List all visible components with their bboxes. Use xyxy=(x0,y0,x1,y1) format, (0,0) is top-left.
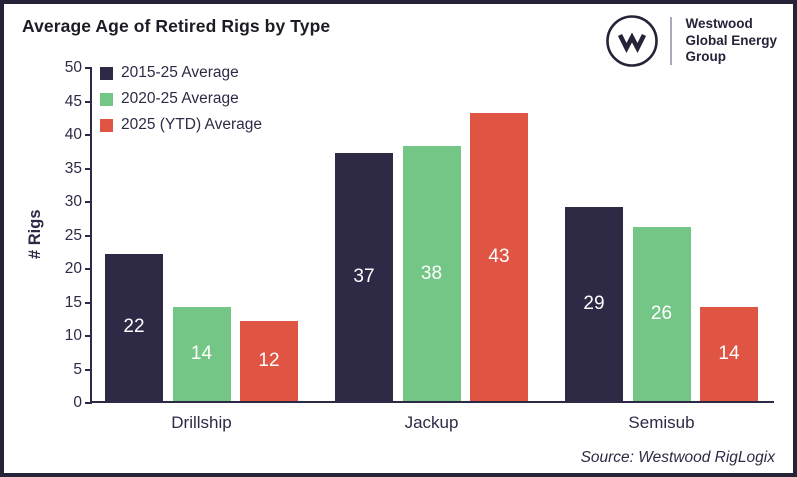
westwood-logo: Westwood Global Energy Group xyxy=(605,14,777,68)
bar-value-label: 37 xyxy=(353,266,375,288)
legend-label: 2015-25 Average xyxy=(121,64,239,81)
chart-title: Average Age of Retired Rigs by Type xyxy=(22,16,331,36)
bar-value-label: 14 xyxy=(718,343,740,365)
y-tick-mark xyxy=(85,234,92,237)
y-tick-label: 10 xyxy=(64,327,82,344)
y-tick-mark xyxy=(85,167,92,170)
logo-wordmark: Westwood Global Energy Group xyxy=(685,16,777,66)
bar-group-jackup: 37 38 43 xyxy=(335,68,528,401)
bar-value-label: 22 xyxy=(123,316,145,338)
y-tick-mark xyxy=(85,301,92,304)
bar-value-label: 14 xyxy=(190,343,213,365)
y-tick-label: 0 xyxy=(73,394,82,411)
legend: 2015-25 Average 2020-25 Average 2025 (YTD)… xyxy=(100,60,262,138)
bar: 14 xyxy=(700,307,758,401)
y-tick-mark xyxy=(85,368,92,371)
legend-item: 2020-25 Average xyxy=(100,86,262,112)
logo-divider xyxy=(670,17,673,65)
bar-group-drillship: 22 14 12 xyxy=(105,68,298,401)
bar-value-label: 29 xyxy=(583,292,605,314)
legend-swatch-icon xyxy=(100,118,113,132)
y-tick-label: 20 xyxy=(64,260,82,277)
y-tick-label: 30 xyxy=(64,193,82,210)
y-tick-label: 5 xyxy=(73,360,82,378)
y-tick-mark xyxy=(85,268,92,270)
bar-value-label: 12 xyxy=(258,349,280,371)
plot-area: # Rigs 0 5 10 15 20 25 30 35 40 45 50 22 14 12 Drillsh… xyxy=(26,59,774,432)
bar-value-label: 38 xyxy=(420,262,443,284)
x-category-label: Jackup xyxy=(404,413,459,432)
legend-item: 2025 (YTD) Average xyxy=(100,112,262,138)
y-tick-mark xyxy=(85,67,92,69)
logo-line-3: Group xyxy=(685,49,726,65)
x-category-label: Drillship xyxy=(171,413,232,432)
logo-line-1: Westwood xyxy=(685,16,753,32)
legend-label: 2025 (YTD) Average xyxy=(121,116,263,133)
bar: 37 xyxy=(335,153,393,401)
bar-value-label: 43 xyxy=(488,245,510,267)
bar: 43 xyxy=(470,112,528,401)
bar: 29 xyxy=(565,206,623,401)
legend-swatch-icon xyxy=(100,92,113,106)
y-tick-label: 40 xyxy=(64,126,82,143)
bar: 12 xyxy=(240,320,298,401)
y-tick-mark xyxy=(85,402,92,404)
logo-line-2: Global Energy xyxy=(685,32,777,48)
legend-item: 2015-25 Average xyxy=(100,60,262,86)
y-tick-mark xyxy=(85,100,92,103)
bar-group-semisub: 29 26 14 xyxy=(565,68,758,401)
bar-value-label: 26 xyxy=(650,302,673,324)
legend-label: 2020-25 Average xyxy=(121,90,239,107)
bar: 26 xyxy=(632,226,691,401)
y-tick-mark xyxy=(85,201,92,203)
westwood-monogram-icon xyxy=(606,15,659,67)
x-category-label: Semisub xyxy=(628,413,695,432)
y-tick-label: 15 xyxy=(64,293,82,311)
legend-swatch-icon xyxy=(100,66,113,80)
bar: 38 xyxy=(402,146,461,401)
y-tick-label: 35 xyxy=(64,159,82,177)
y-tick-label: 50 xyxy=(64,59,82,76)
y-axis-label: # Rigs xyxy=(26,209,44,260)
y-tick-label: 45 xyxy=(64,92,82,110)
y-tick-mark xyxy=(85,134,92,136)
source-note: Source: Westwood RigLogix xyxy=(580,449,775,466)
bar: 14 xyxy=(172,307,231,401)
bar: 22 xyxy=(105,253,163,401)
y-tick-label: 25 xyxy=(64,226,82,244)
y-tick-mark xyxy=(85,335,92,337)
